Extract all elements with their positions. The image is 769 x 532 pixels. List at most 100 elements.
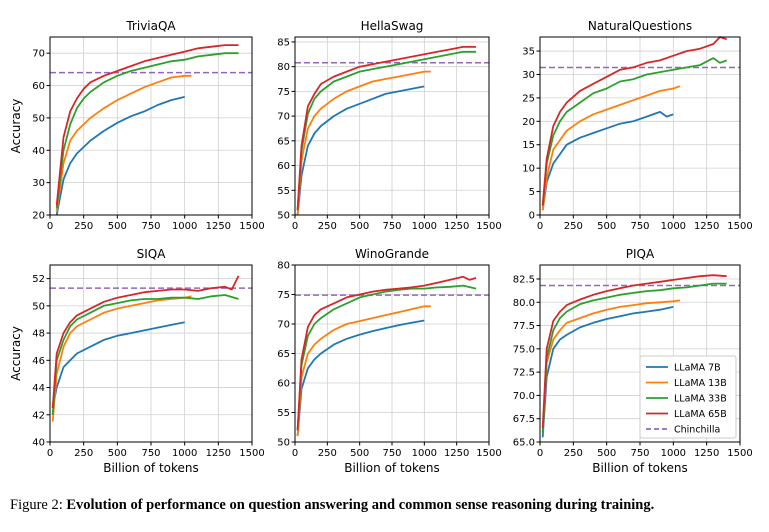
x-tick-label: 1500: [476, 221, 501, 232]
x-tick-label: 1250: [444, 221, 469, 232]
x-tick-label: 250: [318, 448, 337, 459]
x-tick-label: 1250: [206, 448, 231, 459]
panel-title: NaturalQuestions: [588, 19, 692, 33]
series-llama-7b-line: [296, 85, 425, 216]
x-tick-label: 0: [47, 221, 53, 232]
panel-piqa: 0 250 500 750 1000 1250 1500 65.0 67.5 70.0 72.5 75…: [513, 247, 753, 475]
y-tick-label: 30: [32, 178, 45, 189]
x-tick-label: 0: [292, 448, 298, 459]
x-tick-label: 1000: [661, 448, 686, 459]
x-tick-label: 1500: [239, 448, 264, 459]
y-tick-label: 85: [277, 37, 290, 48]
y-tick-label: 30: [522, 70, 535, 81]
series-llama-13b-line: [55, 74, 192, 212]
x-tick-label: 750: [630, 448, 649, 459]
y-tick-label: 80: [277, 261, 290, 272]
series-llama-7b-line: [55, 96, 185, 216]
y-tick-label: 82.5: [513, 274, 535, 285]
series-llama-13b-line: [296, 305, 431, 437]
x-tick-label: 1250: [206, 221, 231, 232]
x-tick-label: 1500: [727, 448, 752, 459]
y-tick-label: 50: [32, 113, 45, 124]
x-tick-label: 250: [318, 221, 337, 232]
y-tick-label: 20: [32, 211, 45, 222]
x-tick-label: 1000: [412, 221, 437, 232]
legend: LLaMA 7B LLaMA 13B LLaMA 33B LLaMA 65B Chinc…: [639, 355, 737, 439]
y-tick-label: 65.0: [513, 438, 535, 449]
x-tick-label: 250: [564, 221, 583, 232]
legend-label-llama-7b: LLaMA 7B: [674, 363, 721, 374]
x-tick-label: 750: [141, 221, 160, 232]
x-tick-label: 1250: [694, 221, 719, 232]
x-tick-label: 750: [630, 221, 649, 232]
x-tick-label: 0: [292, 221, 298, 232]
panel-naturalquestions: 0 250 500 750 1000 1250 1500 0 5 10 15 20 25 30 35 Natu…: [522, 19, 752, 232]
x-tick-label: 1000: [661, 221, 686, 232]
y-tick-label: 75.0: [513, 344, 535, 355]
y-tick-label: 75: [277, 87, 290, 98]
x-tick-label: 1500: [239, 221, 264, 232]
figure-caption: Figure 2: Evolution of performance on qu…: [10, 497, 760, 514]
x-tick-label: 0: [537, 448, 543, 459]
series-llama-65b-line: [541, 274, 727, 429]
x-tick-label: 750: [141, 448, 160, 459]
x-tick-label: 750: [382, 448, 401, 459]
caption-text: Evolution of performance on question ans…: [66, 497, 655, 513]
series-llama-65b-line: [296, 46, 477, 211]
x-tick-label: 1000: [172, 221, 197, 232]
x-tick-label: 250: [74, 448, 93, 459]
x-tick-label: 500: [108, 221, 127, 232]
y-tick-label: 60: [32, 81, 45, 92]
y-tick-label: 75: [277, 290, 290, 301]
y-tick-label: 25: [522, 93, 535, 104]
y-tick-label: 0: [529, 211, 535, 222]
y-tick-label: 10: [522, 164, 535, 175]
caption-label: Figure 2:: [10, 497, 63, 513]
x-axis-label: Billion of tokens: [103, 461, 199, 475]
y-tick-label: 50: [32, 301, 45, 312]
series-llama-13b-line: [541, 299, 681, 433]
x-tick-label: 500: [597, 221, 616, 232]
series-llama-33b-line: [541, 57, 728, 206]
series-llama-7b-line: [541, 306, 674, 438]
legend-label-llama-65b: LLaMA 65B: [674, 409, 727, 420]
x-tick-label: 1500: [727, 221, 752, 232]
series-llama-65b-line: [55, 44, 239, 206]
series-llama-33b-line: [55, 52, 239, 209]
y-tick-label: 55: [277, 186, 290, 197]
y-tick-label: 60: [277, 161, 290, 172]
x-tick-label: 1500: [476, 448, 501, 459]
legend-label-chinchilla: Chinchilla: [674, 425, 720, 436]
y-tick-label: 15: [522, 140, 535, 151]
y-axis-label: Accuracy: [9, 99, 23, 154]
panel-title: SIQA: [137, 247, 167, 261]
legend-label-llama-13b: LLaMA 13B: [674, 378, 727, 389]
y-tick-label: 70: [32, 49, 45, 60]
y-tick-label: 80.0: [513, 298, 535, 309]
y-tick-label: 50: [277, 438, 290, 449]
y-tick-label: 40: [32, 146, 45, 157]
panel-title: WinoGrande: [355, 247, 429, 261]
y-tick-label: 55: [277, 408, 290, 419]
y-tick-label: 60: [277, 379, 290, 390]
series-llama-7b-line: [296, 319, 425, 437]
series-llama-13b-line: [541, 85, 681, 211]
y-tick-label: 65: [277, 136, 290, 147]
series-llama-33b-line: [51, 294, 239, 415]
y-tick-label: 48: [32, 329, 45, 340]
y-tick-label: 42: [32, 410, 45, 421]
panel-triviaqa: 0 250 500 750 1000 1250 1500 20 30 40 50 60 70 Trivia…: [9, 19, 265, 232]
y-tick-label: 70: [277, 112, 290, 123]
x-tick-label: 1250: [444, 448, 469, 459]
y-tick-label: 77.5: [513, 321, 535, 332]
y-tick-label: 50: [277, 211, 290, 222]
y-tick-label: 70: [277, 320, 290, 331]
y-tick-label: 72.5: [513, 368, 535, 379]
legend-box: [639, 355, 737, 439]
legend-label-llama-33b: LLaMA 33B: [674, 394, 727, 405]
x-tick-label: 500: [597, 448, 616, 459]
x-axis-label: Billion of tokens: [344, 461, 440, 475]
y-tick-label: 44: [32, 383, 45, 394]
series-llama-65b-line: [51, 275, 240, 409]
panel-hellaswag: 0 250 500 750 1000 1250 1500 50 55 60 65 70 75 80 85 He…: [277, 19, 501, 232]
